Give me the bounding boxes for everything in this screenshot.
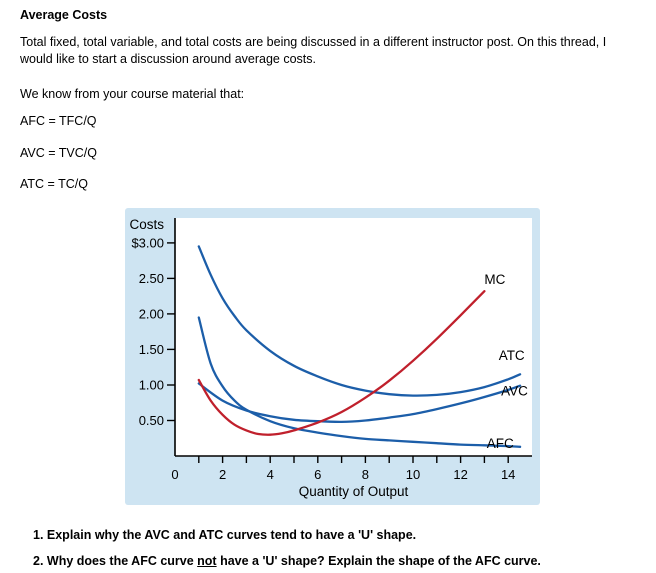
y-axis-title: Costs	[129, 217, 164, 232]
y-tick-label: 1.50	[139, 342, 164, 357]
x-tick-label: 0	[171, 467, 178, 482]
y-tick-label: 1.00	[139, 378, 164, 393]
x-tick-label: 12	[453, 467, 467, 482]
y-tick-label: 0.50	[139, 413, 164, 428]
page-title: Average Costs	[20, 8, 108, 22]
atc-curve	[197, 245, 522, 398]
x-tick-label: 8	[362, 467, 369, 482]
x-tick-label: 6	[314, 467, 321, 482]
x-axis-title: Quantity of Output	[299, 484, 409, 499]
question-2-post: have a 'U' shape? Explain the shape of t…	[216, 554, 541, 569]
atc-label: ATC	[499, 348, 525, 363]
question-2-pre: 2. Why does the AFC curve	[33, 554, 198, 569]
afc-label: AFC	[487, 436, 514, 451]
formula-atc: ATC = TC/Q	[20, 177, 88, 192]
plot-area	[175, 218, 532, 457]
x-tick-label: 4	[267, 467, 274, 482]
x-tick-label: 10	[406, 467, 420, 482]
question-1: 1. Explain why the AVC and ATC curves te…	[33, 528, 417, 543]
question-2-underlined-word: not	[197, 554, 217, 569]
mc-curve	[197, 290, 486, 437]
formula-afc: AFC = TFC/Q	[20, 113, 97, 128]
cost-curves-svg: 0.50 1.00 1.50 2.00 2.50 $3.00 Costs 0 2 4 6 8 10 12 1…	[129, 217, 532, 499]
y-tick-label: $3.00	[131, 236, 164, 251]
avc-label: AVC	[501, 384, 528, 399]
formula-avc: AVC = TVC/Q	[20, 145, 97, 160]
question-2: 2. Why does the AFC curve not have a 'U'…	[33, 553, 636, 570]
intro-paragraph: Total fixed, total variable, and total c…	[20, 35, 607, 66]
mc-label: MC	[484, 272, 505, 287]
questions-list: 1. Explain why the AVC and ATC curves te…	[33, 527, 636, 570]
y-tick-label: 2.50	[139, 271, 164, 286]
x-tick-label: 14	[501, 467, 515, 482]
x-tick-label: 2	[219, 467, 226, 482]
chart-panel: 0.50 1.00 1.50 2.00 2.50 $3.00 Costs 0 2 4 6 8 10 12 1…	[125, 208, 540, 506]
afc-curve	[197, 316, 522, 449]
course-material-line: We know from your course material that:	[20, 86, 245, 101]
y-tick-label: 2.00	[139, 307, 164, 322]
